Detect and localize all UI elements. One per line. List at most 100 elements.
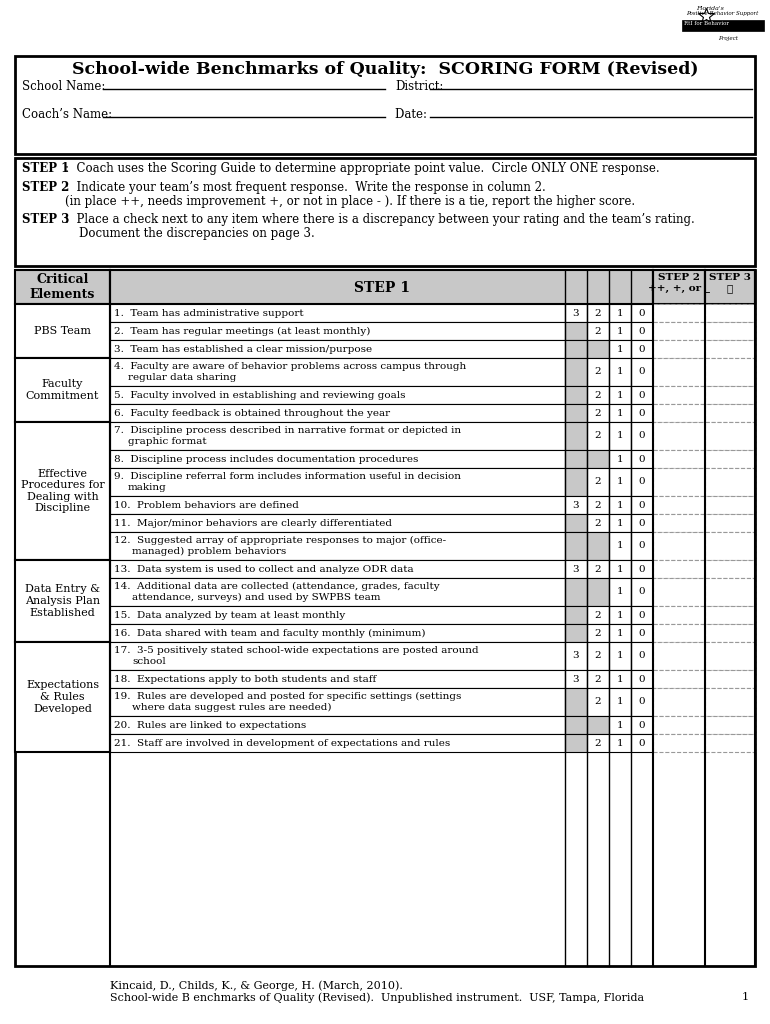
Bar	[631, 688, 653, 716]
Bar	[653, 468, 705, 496]
Bar	[15, 56, 755, 154]
Bar	[682, 20, 764, 31]
Text: School-wide Benchmarks of Quality:  SCORING FORM (Revised): School-wide Benchmarks of Quality: SCORI…	[72, 61, 698, 78]
Bar	[565, 340, 587, 358]
Text: 12.  Suggested array of appropriate responses to major (office-: 12. Suggested array of appropriate respo…	[114, 536, 446, 545]
Text: 1: 1	[617, 501, 623, 510]
Bar	[565, 670, 587, 688]
Bar	[15, 270, 110, 304]
Bar	[565, 496, 587, 514]
Bar	[631, 468, 653, 496]
Text: Expectations
& Rules
Developed: Expectations & Rules Developed	[26, 680, 99, 714]
Bar	[705, 532, 755, 560]
Bar	[609, 404, 631, 422]
Text: 18.  Expectations apply to both students and staff: 18. Expectations apply to both students …	[114, 675, 377, 683]
Bar	[609, 358, 631, 386]
Text: 3: 3	[573, 564, 579, 573]
Text: 1: 1	[617, 738, 623, 748]
Bar	[631, 606, 653, 624]
Text: :  Coach uses the Scoring Guide to determine appropriate point value.  Circle ON: : Coach uses the Scoring Guide to determ…	[65, 162, 660, 175]
Bar	[653, 578, 705, 606]
Text: 1: 1	[617, 409, 623, 418]
Text: 0: 0	[638, 390, 645, 399]
Bar	[653, 642, 705, 670]
Text: 10.  Problem behaviors are defined: 10. Problem behaviors are defined	[114, 501, 299, 510]
Bar	[587, 304, 609, 322]
Text: 16.  Data shared with team and faculty monthly (minimum): 16. Data shared with team and faculty mo…	[114, 629, 426, 638]
Bar	[110, 304, 565, 322]
Text: 2: 2	[594, 564, 601, 573]
Text: 11.  Major/minor behaviors are clearly differentiated: 11. Major/minor behaviors are clearly di…	[114, 518, 392, 527]
Bar	[609, 688, 631, 716]
Bar	[587, 358, 609, 386]
Bar	[609, 716, 631, 734]
Bar	[565, 358, 587, 386]
Text: 1: 1	[742, 992, 749, 1002]
Bar	[653, 624, 705, 642]
Bar	[705, 716, 755, 734]
Bar	[609, 606, 631, 624]
Text: 19.  Rules are developed and posted for specific settings (settings: 19. Rules are developed and posted for s…	[114, 692, 461, 701]
Bar	[110, 734, 565, 752]
Bar	[110, 578, 565, 606]
Bar	[587, 642, 609, 670]
Bar	[609, 422, 631, 450]
Bar	[631, 322, 653, 340]
Text: 2: 2	[594, 738, 601, 748]
Text: 1: 1	[617, 610, 623, 620]
Text: Kincaid, D., Childs, K., & George, H. (March, 2010).: Kincaid, D., Childs, K., & George, H. (M…	[110, 980, 403, 990]
Bar	[609, 734, 631, 752]
Text: 3: 3	[573, 501, 579, 510]
Bar	[587, 606, 609, 624]
Bar	[565, 606, 587, 624]
Text: 9.  Discipline referral form includes information useful in decision: 9. Discipline referral form includes inf…	[114, 472, 461, 481]
Text: 1: 1	[617, 588, 623, 597]
Bar	[110, 450, 565, 468]
Bar	[653, 716, 705, 734]
Bar	[631, 404, 653, 422]
Bar	[705, 270, 755, 304]
Bar	[15, 270, 755, 966]
Text: 1: 1	[617, 697, 623, 707]
Bar	[587, 532, 609, 560]
Bar	[705, 404, 755, 422]
Bar	[15, 422, 110, 560]
Bar	[705, 624, 755, 642]
Bar	[587, 624, 609, 642]
Text: Positive Behavior Support: Positive Behavior Support	[686, 11, 758, 16]
Bar	[705, 322, 755, 340]
Text: graphic format: graphic format	[128, 437, 206, 446]
Bar	[565, 386, 587, 404]
Bar	[565, 716, 587, 734]
Bar	[587, 670, 609, 688]
Text: 0: 0	[638, 542, 645, 551]
Text: 0: 0	[638, 738, 645, 748]
Text: 2: 2	[594, 651, 601, 660]
Text: 20.  Rules are linked to expectations: 20. Rules are linked to expectations	[114, 721, 306, 729]
Text: 6.  Faculty feedback is obtained throughout the year: 6. Faculty feedback is obtained througho…	[114, 409, 390, 418]
Bar	[587, 688, 609, 716]
Bar	[587, 716, 609, 734]
Bar	[705, 688, 755, 716]
Text: 3: 3	[573, 675, 579, 683]
Bar	[705, 386, 755, 404]
Bar	[565, 304, 587, 322]
Bar	[565, 734, 587, 752]
Text: 1: 1	[617, 477, 623, 486]
Bar	[587, 578, 609, 606]
Bar	[705, 340, 755, 358]
Bar	[705, 422, 755, 450]
Bar	[565, 578, 587, 606]
Bar	[631, 496, 653, 514]
Text: 0: 0	[638, 697, 645, 707]
Text: 2: 2	[594, 368, 601, 377]
Bar	[609, 578, 631, 606]
Text: regular data sharing: regular data sharing	[128, 373, 236, 382]
Text: :  Indicate your team’s most frequent response.  Write the response in column 2.: : Indicate your team’s most frequent res…	[65, 181, 546, 194]
Bar	[110, 688, 565, 716]
Bar	[110, 270, 653, 304]
Bar	[110, 716, 565, 734]
Bar	[110, 670, 565, 688]
Text: 15.  Data analyzed by team at least monthly: 15. Data analyzed by team at least month…	[114, 610, 345, 620]
Bar	[15, 560, 110, 642]
